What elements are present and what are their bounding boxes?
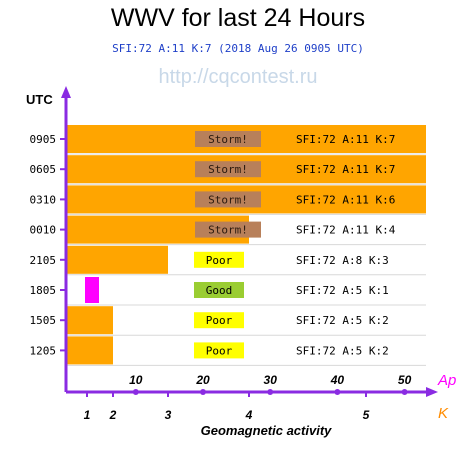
utc-label: 1805 (30, 284, 57, 297)
utc-label: 1205 (30, 344, 57, 357)
row-info: SFI:72 A:11 K:6 (296, 193, 395, 206)
chart-subtitle: SFI:72 A:11 K:7 (2018 Aug 26 0905 UTC) (112, 42, 364, 55)
watermark-link[interactable]: http://cqcontest.ru (158, 66, 318, 88)
y-axis-arrow (61, 86, 71, 98)
status-label: Storm! (208, 193, 248, 206)
status-badge (194, 251, 244, 268)
ap-tick-label: 30 (264, 373, 278, 387)
k-tick-label: 3 (165, 408, 172, 422)
ap-tick-label: 50 (398, 373, 412, 387)
ap-tick-label: 40 (330, 373, 345, 387)
utc-label: 0905 (30, 133, 57, 146)
chart-title: WWV for last 24 Hours (110, 4, 366, 32)
status-label: Storm! (208, 133, 248, 146)
ap-tick-dot (334, 389, 341, 395)
status-badge (194, 342, 244, 359)
row-info: SFI:72 A:5 K:2 (296, 344, 389, 357)
k-tick-label: 4 (245, 408, 253, 422)
status-badge (195, 131, 261, 147)
kp-bar (66, 245, 168, 274)
kp-bar (66, 306, 113, 335)
row-info: SFI:72 A:11 K:4 (296, 224, 396, 237)
status-badge (194, 282, 244, 298)
status-badge (195, 221, 261, 238)
y-axis-label: UTC (26, 92, 53, 107)
status-badge (195, 191, 261, 208)
utc-label: 0310 (30, 193, 57, 206)
k-tick-label: 1 (84, 408, 91, 422)
status-label: Good (206, 284, 233, 297)
utc-label: 1505 (30, 314, 57, 327)
ap-axis-label: Ap (437, 372, 456, 389)
ap-tick-label: 20 (195, 373, 210, 387)
row-info: SFI:72 A:11 K:7 (296, 133, 395, 146)
utc-label: 2105 (30, 254, 57, 267)
row-info: SFI:72 A:5 K:2 (296, 314, 389, 327)
status-badge (194, 312, 244, 329)
row-info: SFI:72 A:8 K:3 (296, 254, 389, 267)
ap-tick-dot (401, 389, 408, 395)
status-label: Poor (206, 344, 233, 357)
kp-bar (66, 336, 113, 365)
status-label: Storm! (208, 224, 248, 237)
ap-tick-dot (267, 389, 274, 395)
row-info: SFI:72 A:5 K:1 (296, 284, 389, 297)
utc-label: 0605 (30, 163, 57, 176)
ap-tick-label: 10 (129, 373, 143, 387)
utc-label: 0010 (30, 224, 57, 237)
ap-tick-dot (132, 389, 139, 395)
status-label: Poor (206, 314, 233, 327)
k-axis-label: K (438, 405, 449, 422)
k-tick-label: 5 (363, 408, 370, 422)
row-info: SFI:72 A:11 K:7 (296, 163, 395, 176)
k-tick-label: 2 (109, 408, 117, 422)
x-axis-arrow (426, 387, 438, 397)
status-label: Poor (206, 254, 233, 267)
status-badge (195, 161, 261, 178)
status-label: Storm! (208, 163, 248, 176)
x-axis-label: Geomagnetic activity (201, 423, 333, 438)
kp-bar (85, 277, 99, 303)
ap-tick-dot (200, 389, 206, 395)
